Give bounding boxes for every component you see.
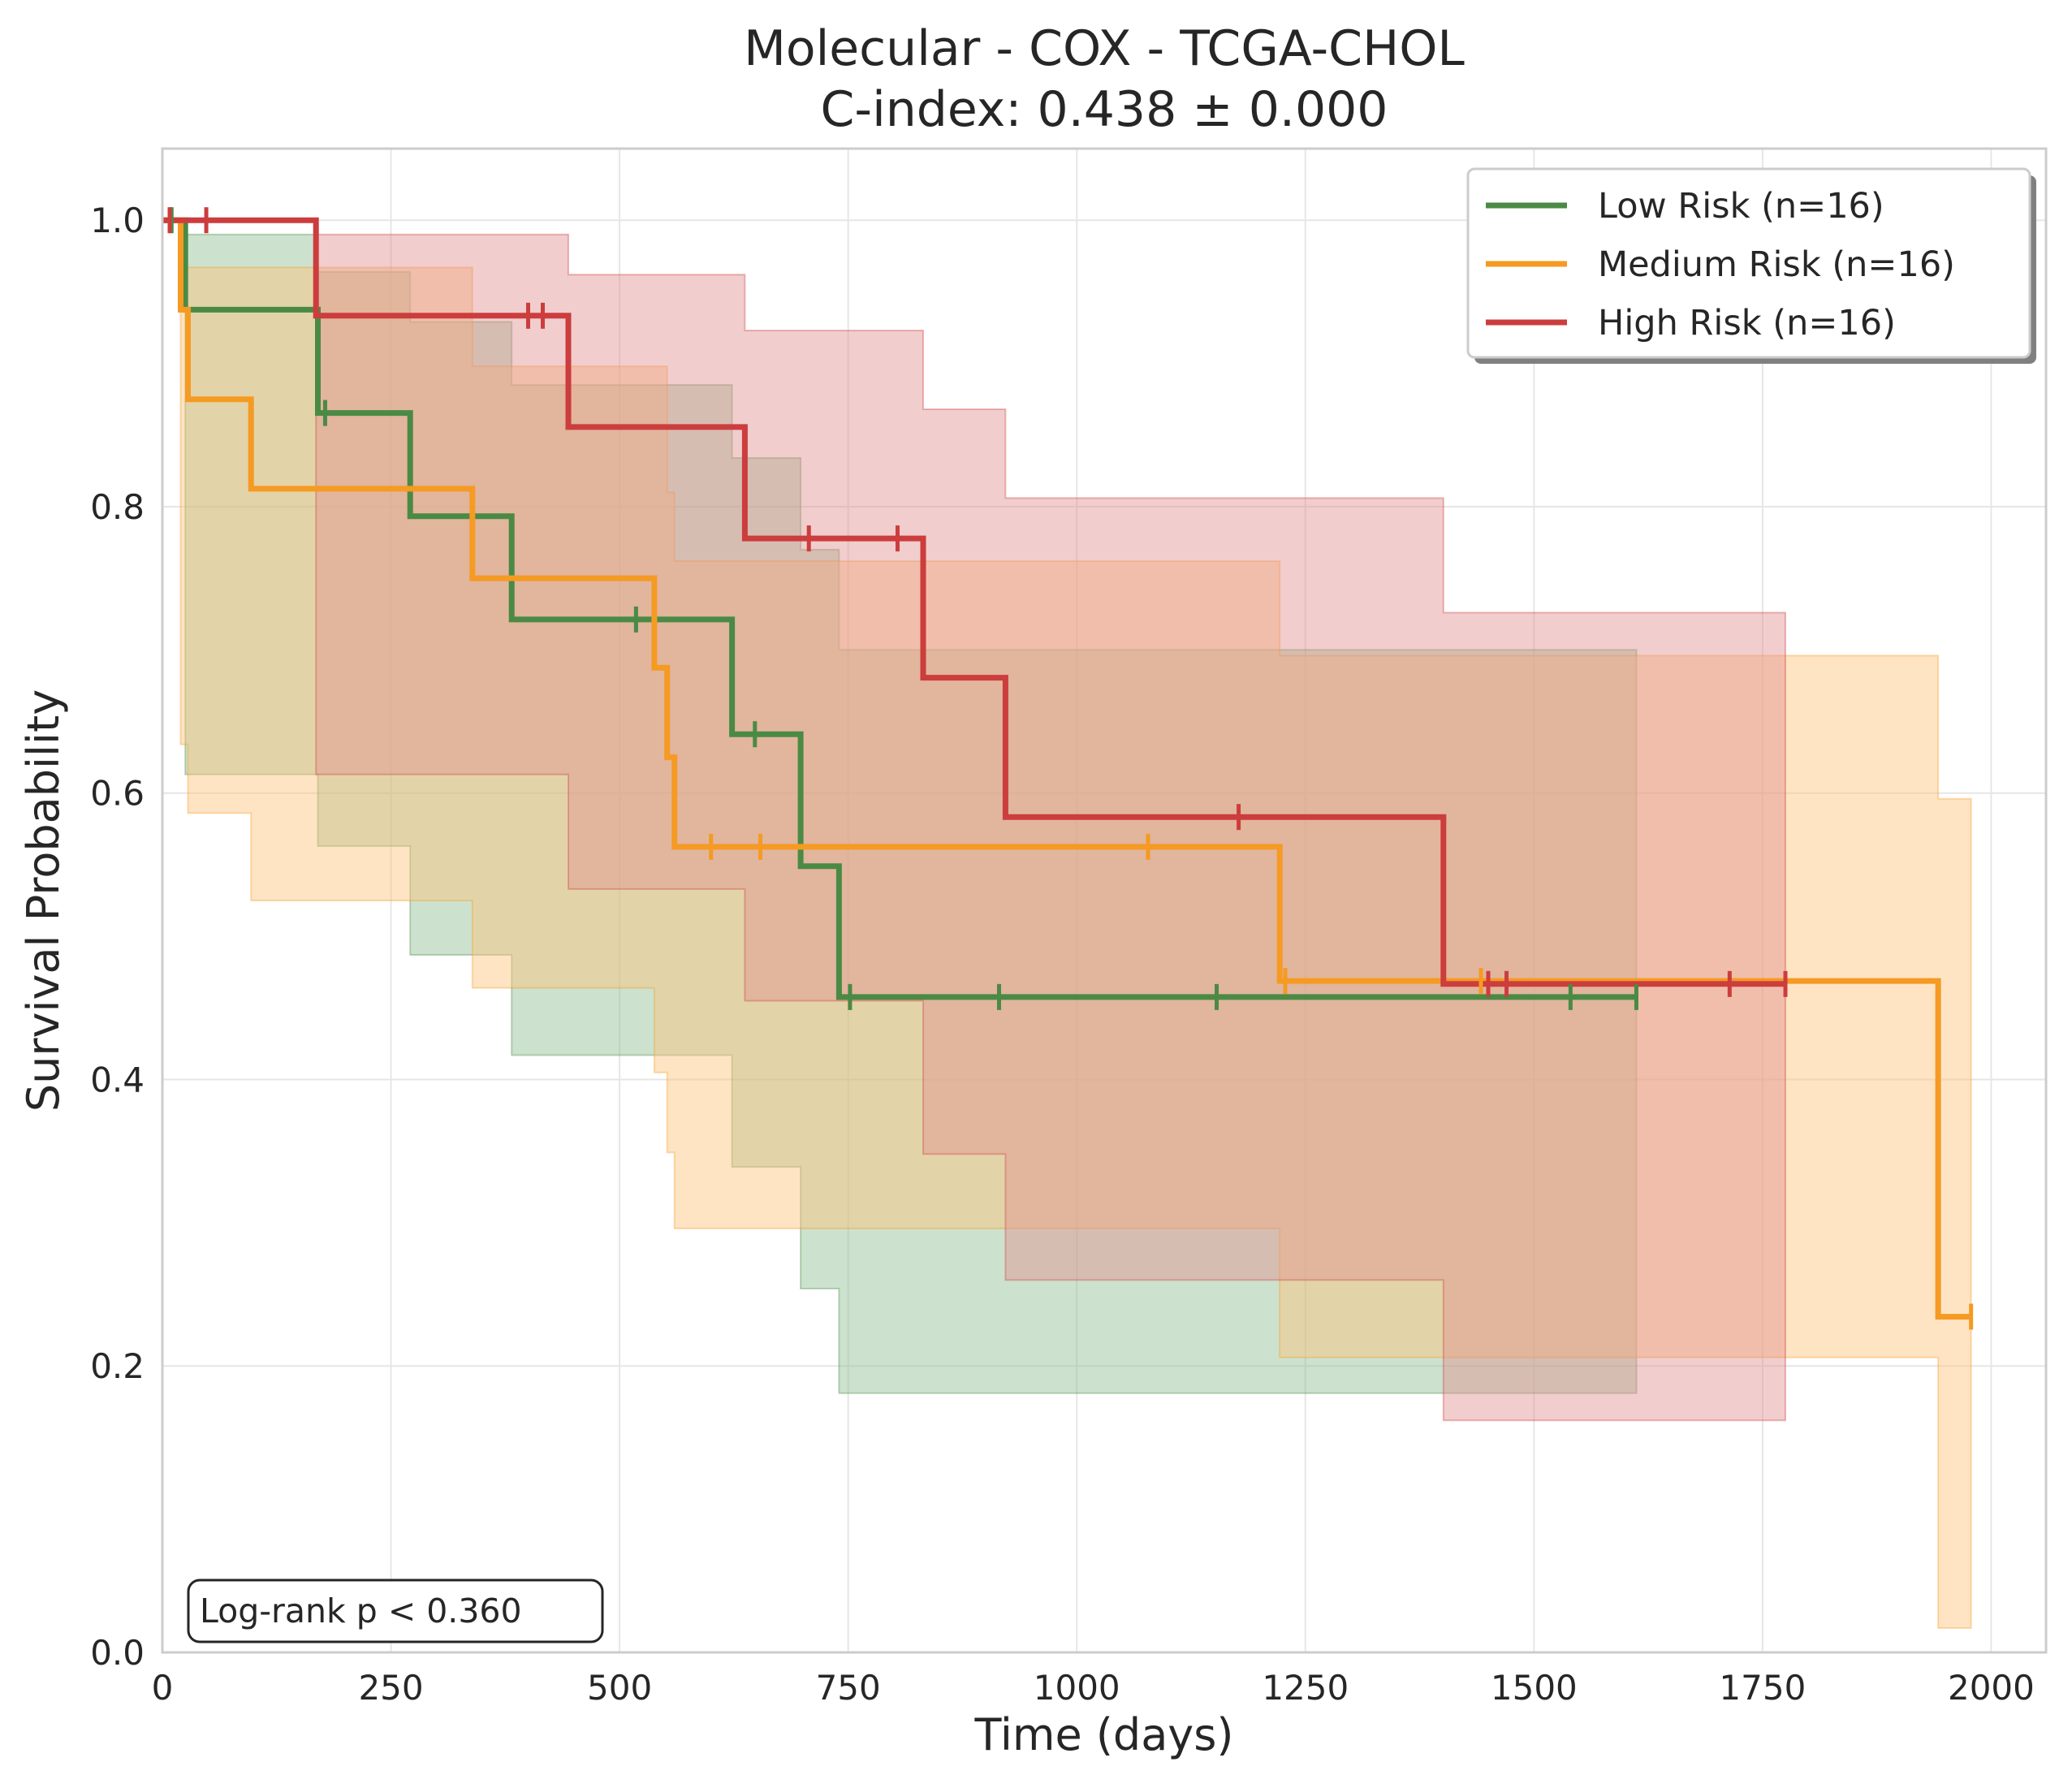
y-axis-label: Survival Probability (18, 689, 69, 1112)
x-tick-label: 0 (152, 1668, 174, 1708)
x-tick-label: 500 (587, 1668, 652, 1708)
legend-label: Low Risk (n=16) (1598, 186, 1884, 227)
legend-label: High Risk (n=16) (1598, 303, 1896, 343)
confidence-bands (162, 219, 1972, 1629)
x-tick-label: 2000 (1948, 1668, 2035, 1708)
survival-curves (162, 217, 1971, 1320)
x-tick-label: 1250 (1262, 1668, 1349, 1708)
grid-lines (162, 149, 2046, 1653)
censor-marks (167, 207, 1974, 1330)
legend-items: Low Risk (n=16) Medium Risk (n=16) High Ri… (1486, 186, 1955, 343)
low-risk-curve (162, 217, 1637, 1000)
plot-frame (161, 147, 2048, 1654)
y-tick-label: 0.6 (90, 774, 145, 814)
legend-label: Medium Risk (n=16) (1598, 244, 1955, 285)
chart-title: Molecular - COX - TCGA-CHOL (744, 20, 1465, 77)
x-axis-label: Time (days) (974, 1709, 1234, 1760)
medium-risk-ci-band (162, 219, 1972, 1629)
x-tick-label: 750 (816, 1668, 881, 1708)
legend-box (1466, 167, 2031, 359)
medium-risk-curve (162, 217, 1971, 1320)
y-tick-label: 0.8 (90, 487, 145, 527)
high-risk-curve (162, 217, 1785, 987)
x-tick-label: 1500 (1491, 1668, 1578, 1708)
log-rank-note: Log-rank p < 0.360 (187, 1579, 604, 1643)
legend: Low Risk (n=16) Medium Risk (n=16) High Ri… (1466, 167, 2036, 364)
x-tick-label: 250 (358, 1668, 423, 1708)
plot-area (162, 149, 2046, 1652)
x-tick-label: 1000 (1034, 1668, 1120, 1708)
high-risk-ci-band (162, 219, 1786, 1422)
y-tick-label: 0.0 (90, 1633, 145, 1673)
y-tick-label: 1.0 (90, 201, 145, 240)
x-tick-label: 1750 (1719, 1668, 1806, 1708)
log-rank-text: Log-rank p < 0.360 (200, 1591, 522, 1630)
chart-subtitle: C-index: 0.438 ± 0.000 (821, 81, 1388, 138)
y-tick-label: 0.4 (90, 1060, 145, 1099)
axis-ticks: 0 250 500 750 1000 1250 1500 1750 2000 0.0 0.2 0.4 0… (90, 201, 2035, 1708)
low-risk-ci-band (162, 219, 1638, 1394)
log-rank-box (187, 1579, 604, 1643)
y-tick-label: 0.2 (90, 1346, 145, 1386)
